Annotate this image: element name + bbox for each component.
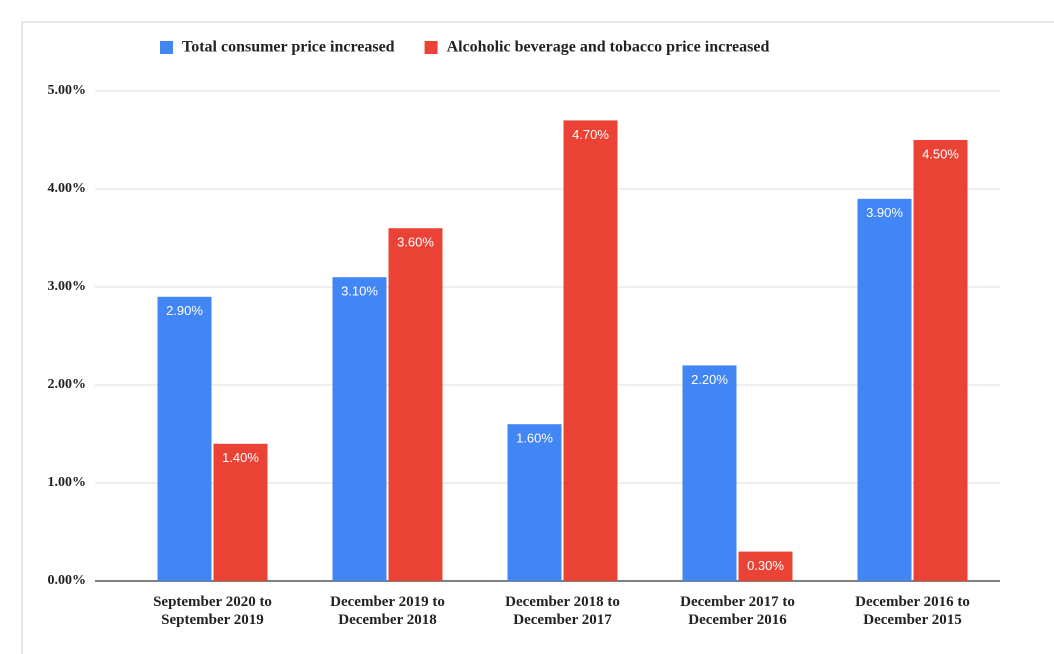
y-tick-label: 1.00% bbox=[48, 475, 87, 490]
bar bbox=[913, 140, 968, 581]
value-label: 3.60% bbox=[397, 235, 434, 250]
value-label: 1.40% bbox=[222, 450, 259, 465]
value-label: 3.90% bbox=[866, 205, 903, 220]
bar bbox=[507, 424, 562, 581]
y-tick-label: 4.00% bbox=[48, 181, 87, 196]
value-label: 4.70% bbox=[572, 127, 609, 142]
x-tick-label: December 2017 to December 2016 bbox=[680, 594, 795, 628]
bar bbox=[738, 551, 793, 581]
legend-swatch bbox=[424, 41, 438, 54]
legend-swatch bbox=[160, 41, 173, 54]
x-tick-label: September 2020 to September 2019 bbox=[153, 594, 272, 628]
bar bbox=[332, 277, 387, 581]
value-label: 1.60% bbox=[516, 431, 553, 446]
legend-label: Alcoholic beverage and tobacco price inc… bbox=[447, 39, 770, 56]
value-label: 0.30% bbox=[747, 558, 784, 573]
legend-label: Total consumer price increased bbox=[182, 39, 395, 56]
value-label: 2.90% bbox=[166, 303, 203, 318]
x-tick-label: December 2019 to December 2018 bbox=[330, 594, 445, 628]
bar bbox=[157, 296, 212, 581]
value-label: 4.50% bbox=[922, 146, 959, 161]
bar bbox=[682, 365, 737, 581]
bar bbox=[213, 443, 268, 581]
value-label: 2.20% bbox=[691, 372, 728, 387]
y-tick-label: 2.00% bbox=[48, 377, 87, 392]
bar bbox=[563, 120, 618, 582]
bar bbox=[388, 228, 443, 581]
y-tick-label: 0.00% bbox=[48, 573, 87, 588]
y-tick-label: 5.00% bbox=[48, 83, 87, 98]
y-tick-label: 3.00% bbox=[48, 279, 87, 294]
value-label: 3.10% bbox=[341, 284, 378, 299]
bar bbox=[857, 198, 912, 582]
x-tick-label: December 2018 to December 2017 bbox=[505, 594, 620, 628]
x-tick-label: December 2016 to December 2015 bbox=[855, 594, 970, 628]
